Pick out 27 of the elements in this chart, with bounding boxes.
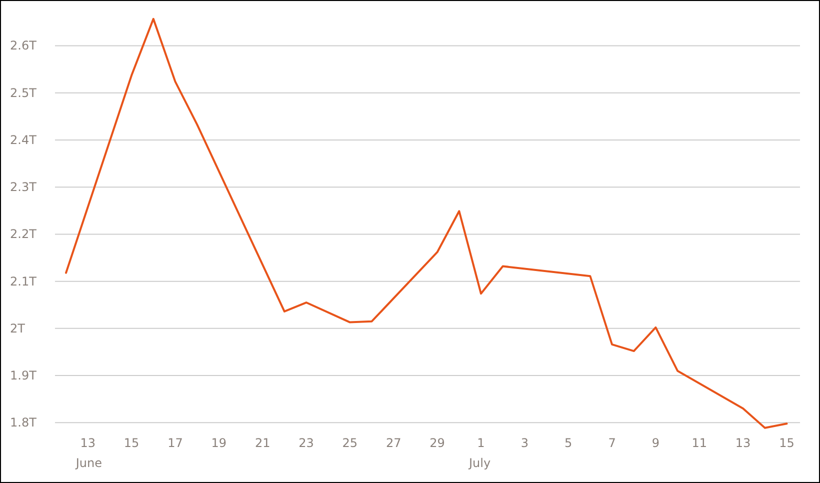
- x-tick-label: 17: [168, 436, 183, 450]
- x-tick-label: 19: [211, 436, 227, 450]
- x-tick-label: 11: [692, 436, 708, 450]
- y-tick-label: 1.8T: [10, 416, 38, 430]
- x-tick-label: 3: [520, 436, 528, 450]
- x-tick-label: 15: [124, 436, 140, 450]
- x-tick-label: 13 June: [74, 436, 102, 470]
- x-tick-label: 5: [564, 436, 572, 450]
- x-tick-label: 7: [608, 436, 616, 450]
- y-tick-label: 2.1T: [10, 274, 38, 288]
- y-tick-label: 1.9T: [10, 368, 38, 383]
- y-tick-label: 2.4T: [10, 132, 38, 147]
- x-tick-label: 25: [342, 436, 358, 450]
- x-tick-label: 1 July: [468, 436, 491, 470]
- x-tick-label: 13: [735, 436, 751, 450]
- y-tick-label: 2.5T: [10, 86, 38, 100]
- x-tick-label: 27: [386, 436, 402, 450]
- y-tick-label: 2.3T: [10, 180, 38, 194]
- x-tick-label: 21: [254, 436, 270, 450]
- y-tick-label: 2T: [10, 321, 26, 336]
- x-tick-label: 29: [430, 436, 445, 450]
- line-series: [65, 18, 788, 429]
- x-tick-label: 23: [298, 436, 314, 450]
- x-tick-label: 9: [652, 436, 660, 450]
- x-tick-label: 15: [779, 436, 794, 450]
- y-tick-label: 2.2T: [10, 227, 38, 242]
- y-tick-label: 2.6T: [10, 38, 38, 53]
